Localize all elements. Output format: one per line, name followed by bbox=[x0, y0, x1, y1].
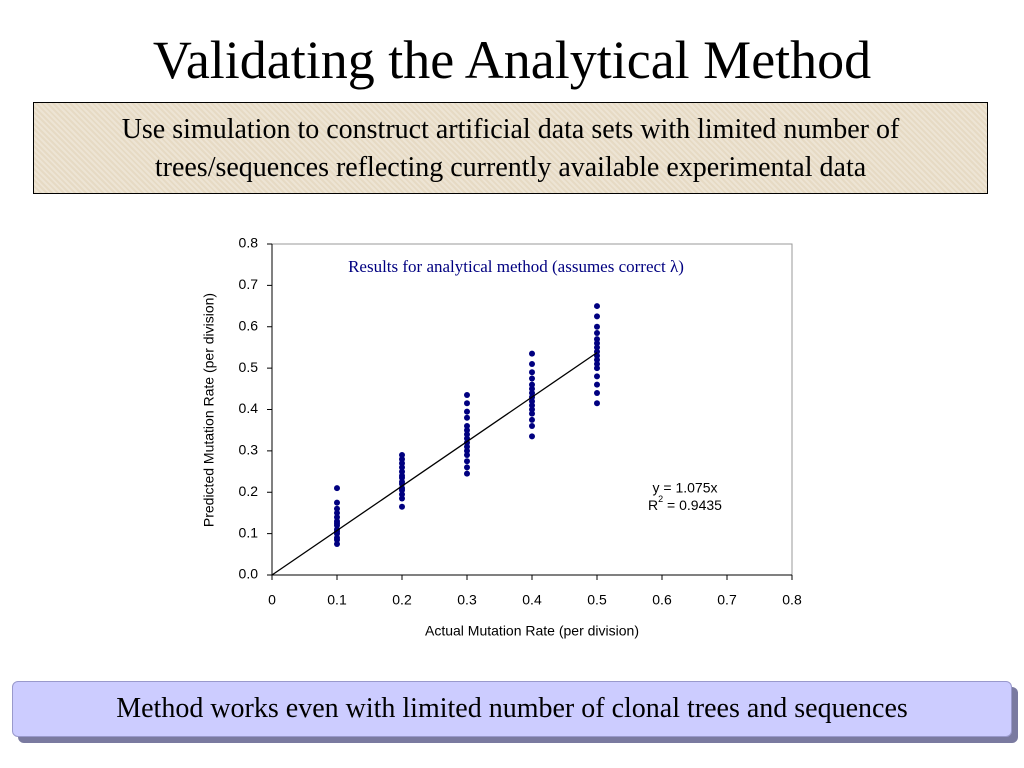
point bbox=[529, 360, 535, 367]
x-tick-label: 0.1 bbox=[327, 592, 347, 608]
y-tick-label: 0.2 bbox=[239, 483, 259, 499]
slide-title: Validating the Analytical Method bbox=[152, 30, 872, 90]
point bbox=[399, 464, 405, 471]
point bbox=[594, 373, 600, 380]
point bbox=[464, 458, 470, 465]
x-tick-label: 0.2 bbox=[392, 592, 412, 608]
point bbox=[464, 464, 470, 471]
point bbox=[334, 540, 340, 547]
y-tick-label: 0.5 bbox=[239, 359, 259, 375]
chart: Results for analytical method (assumes c… bbox=[201, 235, 802, 639]
point bbox=[594, 329, 600, 336]
x-tick-label: 0.6 bbox=[652, 592, 672, 608]
point bbox=[334, 534, 340, 541]
r2-r: R bbox=[648, 497, 658, 513]
point bbox=[529, 416, 535, 423]
x-tick-label: 0.5 bbox=[587, 592, 607, 608]
point bbox=[399, 478, 405, 485]
point bbox=[334, 485, 340, 492]
point bbox=[334, 509, 340, 516]
point bbox=[399, 491, 405, 498]
point bbox=[464, 392, 470, 399]
y-tick-label: 0.0 bbox=[239, 566, 259, 582]
point bbox=[529, 398, 535, 405]
point bbox=[334, 499, 340, 506]
x-tick-label: 0.8 bbox=[782, 592, 802, 608]
point bbox=[334, 518, 340, 525]
point bbox=[399, 503, 405, 510]
point bbox=[464, 414, 470, 421]
point bbox=[464, 452, 470, 459]
point bbox=[464, 427, 470, 434]
r-squared: R2 = 0.9435 bbox=[648, 494, 722, 512]
point bbox=[529, 406, 535, 413]
intro-box: Use simulation to construct artificial d… bbox=[33, 102, 988, 194]
point bbox=[464, 447, 470, 454]
point bbox=[529, 423, 535, 430]
point bbox=[399, 460, 405, 467]
point bbox=[464, 431, 470, 438]
point bbox=[464, 470, 470, 477]
point bbox=[464, 400, 470, 407]
point bbox=[529, 402, 535, 409]
x-tick-label: 0.3 bbox=[457, 592, 477, 608]
point bbox=[594, 323, 600, 330]
x-tick-label: 0.7 bbox=[717, 592, 737, 608]
point bbox=[529, 369, 535, 376]
point bbox=[464, 408, 470, 415]
point bbox=[399, 472, 405, 479]
point bbox=[594, 389, 600, 396]
point bbox=[399, 495, 405, 502]
point bbox=[399, 456, 405, 463]
r2-value: = 0.9435 bbox=[663, 497, 722, 513]
point bbox=[464, 423, 470, 430]
point bbox=[399, 468, 405, 475]
point bbox=[594, 340, 600, 347]
point bbox=[529, 375, 535, 382]
trendline bbox=[271, 352, 598, 576]
conclusion-box: Method works even with limited number of… bbox=[12, 681, 1012, 737]
point bbox=[529, 381, 535, 388]
y-tick-label: 0.6 bbox=[239, 317, 259, 333]
y-tick-label: 0.4 bbox=[239, 400, 259, 416]
x-tick-label: 0.4 bbox=[522, 592, 542, 608]
point bbox=[594, 336, 600, 343]
point bbox=[334, 514, 340, 521]
point bbox=[399, 452, 405, 459]
point bbox=[529, 433, 535, 440]
point bbox=[334, 505, 340, 512]
chart-title: Results for analytical method (assumes c… bbox=[348, 257, 684, 276]
x-axis-label: Actual Mutation Rate (per division) bbox=[425, 623, 639, 639]
point bbox=[529, 410, 535, 417]
point bbox=[464, 443, 470, 450]
equation: y = 1.075x bbox=[653, 480, 718, 496]
x-tick-label: 0 bbox=[268, 592, 276, 608]
point bbox=[594, 356, 600, 363]
point bbox=[594, 400, 600, 407]
r2-sup: 2 bbox=[658, 494, 663, 504]
y-tick-label: 0.1 bbox=[239, 524, 259, 540]
point bbox=[594, 365, 600, 372]
point bbox=[594, 313, 600, 320]
point bbox=[529, 350, 535, 357]
y-axis-label: Predicted Mutation Rate (per division) bbox=[201, 293, 217, 527]
point bbox=[594, 381, 600, 388]
y-tick-label: 0.7 bbox=[239, 276, 259, 292]
point bbox=[529, 389, 535, 396]
y-tick-label: 0.3 bbox=[239, 442, 259, 458]
point bbox=[594, 344, 600, 351]
point bbox=[594, 303, 600, 310]
point bbox=[529, 385, 535, 392]
y-tick-label: 0.8 bbox=[239, 235, 259, 251]
point bbox=[594, 360, 600, 367]
